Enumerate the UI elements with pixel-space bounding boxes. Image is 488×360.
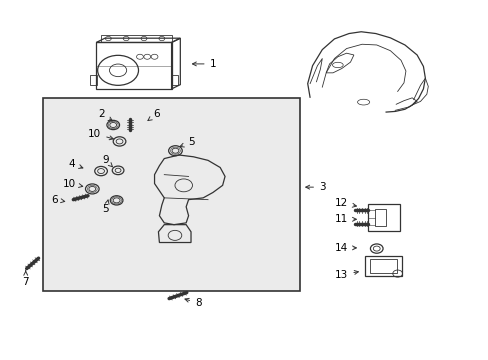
Text: 13: 13 bbox=[334, 270, 358, 280]
Text: 7: 7 bbox=[22, 271, 29, 287]
Bar bbox=[171, 75, 178, 85]
Text: 4: 4 bbox=[68, 159, 82, 169]
Bar bbox=[42, 98, 300, 291]
Text: 1: 1 bbox=[192, 59, 216, 69]
Bar bbox=[101, 35, 171, 42]
Text: 6: 6 bbox=[51, 195, 64, 204]
Bar bbox=[368, 204, 399, 231]
Text: 10: 10 bbox=[63, 179, 82, 189]
Bar bbox=[365, 256, 401, 276]
Text: 14: 14 bbox=[334, 243, 356, 253]
Text: 8: 8 bbox=[184, 298, 201, 308]
Text: 6: 6 bbox=[148, 109, 160, 121]
Text: 10: 10 bbox=[88, 129, 113, 140]
Text: 11: 11 bbox=[334, 214, 356, 224]
Bar bbox=[96, 42, 171, 89]
Text: 9: 9 bbox=[102, 156, 112, 167]
Text: 3: 3 bbox=[305, 182, 325, 192]
Text: 5: 5 bbox=[102, 200, 109, 213]
Text: 2: 2 bbox=[98, 109, 112, 121]
Text: 5: 5 bbox=[180, 138, 194, 148]
Bar bbox=[369, 259, 396, 273]
Bar bbox=[374, 209, 385, 226]
Bar bbox=[90, 75, 97, 85]
Text: 12: 12 bbox=[334, 198, 356, 208]
